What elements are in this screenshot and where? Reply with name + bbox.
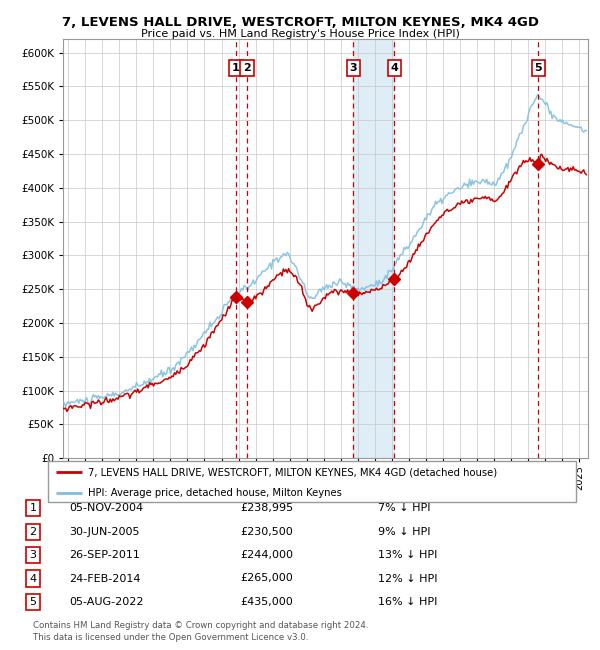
Text: Contains HM Land Registry data © Crown copyright and database right 2024.
This d: Contains HM Land Registry data © Crown c… [33, 621, 368, 642]
Text: 30-JUN-2005: 30-JUN-2005 [69, 526, 139, 537]
Text: £238,995: £238,995 [240, 503, 293, 514]
Text: 5: 5 [535, 63, 542, 73]
Text: 5: 5 [29, 597, 37, 607]
Text: 13% ↓ HPI: 13% ↓ HPI [378, 550, 437, 560]
Text: £230,500: £230,500 [240, 526, 293, 537]
Text: 3: 3 [29, 550, 37, 560]
Text: 7, LEVENS HALL DRIVE, WESTCROFT, MILTON KEYNES, MK4 4GD (detached house): 7, LEVENS HALL DRIVE, WESTCROFT, MILTON … [88, 467, 497, 477]
Text: HPI: Average price, detached house, Milton Keynes: HPI: Average price, detached house, Milt… [88, 488, 341, 498]
Text: 9% ↓ HPI: 9% ↓ HPI [378, 526, 431, 537]
Text: 12% ↓ HPI: 12% ↓ HPI [378, 573, 437, 584]
Text: 7% ↓ HPI: 7% ↓ HPI [378, 503, 431, 514]
Text: 05-NOV-2004: 05-NOV-2004 [69, 503, 143, 514]
Text: 3: 3 [350, 63, 357, 73]
Text: 4: 4 [391, 63, 398, 73]
Text: 26-SEP-2011: 26-SEP-2011 [69, 550, 140, 560]
Text: 2: 2 [29, 526, 37, 537]
Text: 16% ↓ HPI: 16% ↓ HPI [378, 597, 437, 607]
Text: 2: 2 [243, 63, 251, 73]
Text: 05-AUG-2022: 05-AUG-2022 [69, 597, 143, 607]
Text: £265,000: £265,000 [240, 573, 293, 584]
Text: Price paid vs. HM Land Registry's House Price Index (HPI): Price paid vs. HM Land Registry's House … [140, 29, 460, 38]
Text: 1: 1 [29, 503, 37, 514]
Text: £435,000: £435,000 [240, 597, 293, 607]
Text: £244,000: £244,000 [240, 550, 293, 560]
Bar [353, 39, 394, 458]
Text: 24-FEB-2014: 24-FEB-2014 [69, 573, 140, 584]
Text: 1: 1 [232, 63, 240, 73]
Text: 7, LEVENS HALL DRIVE, WESTCROFT, MILTON KEYNES, MK4 4GD: 7, LEVENS HALL DRIVE, WESTCROFT, MILTON … [62, 16, 539, 29]
Text: 4: 4 [29, 573, 37, 584]
FancyBboxPatch shape [48, 462, 576, 502]
